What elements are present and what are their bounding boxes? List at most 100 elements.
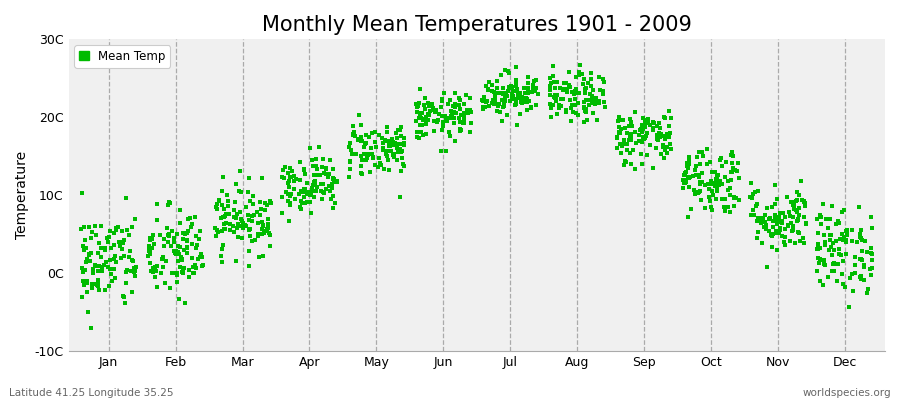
Point <box>284 191 299 197</box>
Point <box>498 94 512 100</box>
Point <box>168 248 183 254</box>
Point <box>639 117 653 123</box>
Point <box>457 101 472 108</box>
Point <box>796 240 811 246</box>
Point <box>392 140 407 147</box>
Point <box>380 138 394 144</box>
Point <box>708 183 723 189</box>
Point <box>96 261 111 268</box>
Point <box>256 222 270 228</box>
Point <box>210 205 224 212</box>
Point <box>590 116 604 123</box>
Point <box>657 133 671 140</box>
Point <box>453 97 467 103</box>
Point <box>509 97 524 103</box>
Point <box>698 182 713 188</box>
Point <box>298 170 312 177</box>
Point <box>361 151 375 157</box>
Point <box>359 139 374 146</box>
Point <box>543 101 557 108</box>
Point <box>793 238 807 244</box>
Point <box>634 139 649 146</box>
Point <box>664 115 679 122</box>
Point <box>521 90 535 96</box>
Point <box>346 122 360 129</box>
Point <box>215 258 230 265</box>
Point <box>716 162 730 169</box>
Point <box>588 99 602 106</box>
Point <box>394 124 409 131</box>
Point <box>790 197 805 203</box>
Point <box>409 118 423 124</box>
Point <box>825 268 840 274</box>
Point <box>95 268 110 274</box>
Point <box>457 112 472 118</box>
Point <box>397 142 411 148</box>
Point <box>367 161 382 168</box>
Point <box>853 256 868 262</box>
Point <box>264 200 278 206</box>
Point <box>309 178 323 185</box>
Point <box>587 98 601 104</box>
Point <box>217 214 231 220</box>
Point <box>107 230 122 236</box>
Point <box>720 187 734 193</box>
Point <box>834 270 849 277</box>
Point <box>755 215 770 222</box>
Point <box>785 228 799 234</box>
Point <box>284 174 299 180</box>
Point <box>168 250 183 256</box>
Point <box>520 98 535 105</box>
Point <box>703 159 717 165</box>
Point <box>159 225 174 231</box>
Point <box>255 219 269 225</box>
Point <box>824 202 839 209</box>
Point <box>657 114 671 121</box>
Point <box>227 228 241 235</box>
Point <box>417 102 431 108</box>
Point <box>297 194 311 200</box>
Point <box>713 157 727 164</box>
Point <box>283 192 297 199</box>
Point <box>175 268 189 275</box>
Point <box>786 199 800 206</box>
Point <box>361 152 375 158</box>
Point <box>188 245 202 252</box>
Point <box>698 205 712 211</box>
Point <box>613 128 627 135</box>
Point <box>500 93 515 99</box>
Point <box>634 126 649 132</box>
Point <box>180 238 194 244</box>
Point <box>452 115 466 121</box>
Point <box>390 142 404 148</box>
Point <box>256 230 271 236</box>
Point <box>835 231 850 237</box>
Point <box>410 134 424 140</box>
Point <box>489 90 503 96</box>
Point <box>564 105 579 112</box>
Point <box>193 254 207 260</box>
Point <box>234 188 248 195</box>
Point <box>284 167 299 174</box>
Point <box>255 175 269 181</box>
Point <box>777 239 791 245</box>
Point <box>221 198 236 204</box>
Point <box>91 277 105 284</box>
Point <box>91 268 105 274</box>
Point <box>570 90 584 96</box>
Point <box>584 75 598 82</box>
Point <box>751 214 765 221</box>
Point <box>843 275 858 281</box>
Point <box>420 100 435 107</box>
Point <box>253 212 267 218</box>
Point <box>254 206 268 212</box>
Point <box>774 219 788 225</box>
Point <box>118 300 132 306</box>
Point <box>342 144 356 150</box>
Point <box>283 202 297 208</box>
Point <box>453 128 467 134</box>
Point <box>624 136 638 143</box>
Point <box>302 192 317 198</box>
Point <box>220 192 235 198</box>
Point <box>439 116 454 123</box>
